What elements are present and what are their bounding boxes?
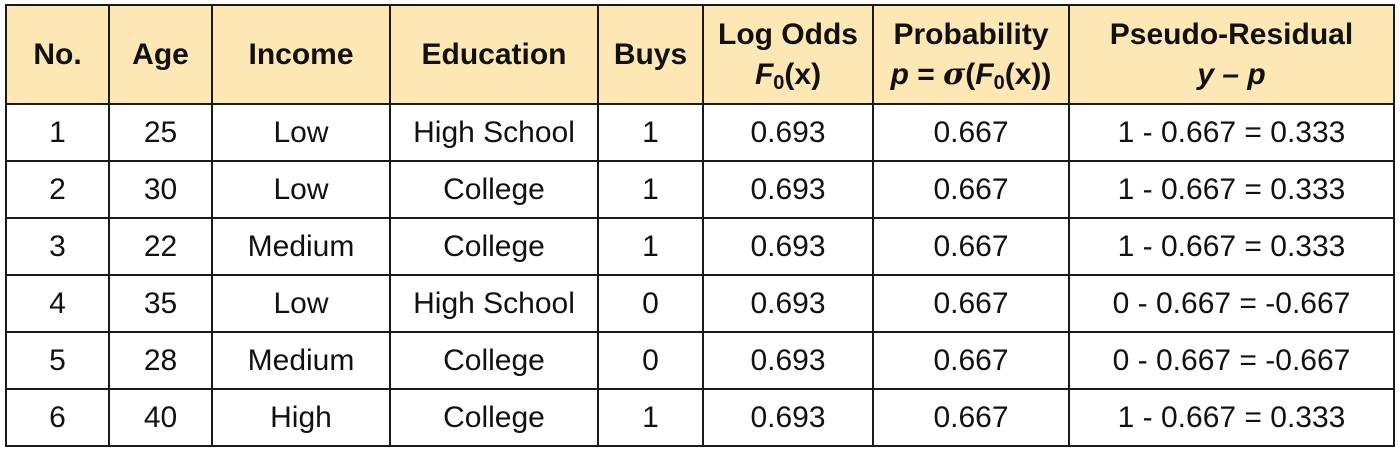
table-container: No. Age Income Education Buys Log Odds F… <box>5 4 1395 447</box>
cell-age: 25 <box>108 103 213 162</box>
formula-f: F <box>975 57 994 91</box>
cell-age: 30 <box>108 160 213 219</box>
table-header: No. Age Income Education Buys Log Odds F… <box>5 4 1395 105</box>
cell-no: 1 <box>5 103 110 162</box>
cell-probability: 0.667 <box>872 103 1070 162</box>
header-row: No. Age Income Education Buys Log Odds F… <box>5 4 1395 105</box>
table-row: 6 40 High College 1 0.693 0.667 1 - 0.66… <box>5 388 1395 447</box>
cell-probability: 0.667 <box>872 274 1070 333</box>
cell-education: High School <box>389 103 599 162</box>
cell-no: 2 <box>5 160 110 219</box>
cell-education: College <box>389 217 599 276</box>
header-pseudo-residual: Pseudo-Residual y – p <box>1068 4 1395 105</box>
header-log-odds-label: Log Odds <box>718 17 858 51</box>
table-row: 3 22 Medium College 1 0.693 0.667 1 - 0.… <box>5 217 1395 276</box>
cell-education: College <box>389 388 599 447</box>
header-pseudo-residual-label: Pseudo-Residual <box>1109 17 1354 51</box>
cell-age: 22 <box>108 217 213 276</box>
cell-probability: 0.667 <box>872 160 1070 219</box>
formula-f: F <box>754 57 774 91</box>
cell-log-odds: 0.693 <box>702 103 874 162</box>
cell-residual: 0 - 0.667 = -0.667 <box>1068 274 1395 333</box>
cell-no: 3 <box>5 217 110 276</box>
cell-residual: 0 - 0.667 = -0.667 <box>1068 331 1395 390</box>
header-pseudo-residual-formula: y – p <box>1197 57 1266 91</box>
formula-sub: 0 <box>773 71 785 94</box>
header-age: Age <box>108 4 213 105</box>
cell-buys: 1 <box>597 103 704 162</box>
cell-probability: 0.667 <box>872 217 1070 276</box>
cell-age: 40 <box>108 388 213 447</box>
cell-residual: 1 - 0.667 = 0.333 <box>1068 217 1395 276</box>
cell-residual: 1 - 0.667 = 0.333 <box>1068 103 1395 162</box>
cell-income: Low <box>211 103 391 162</box>
formula-sigma: σ <box>943 56 966 92</box>
cell-age: 28 <box>108 331 213 390</box>
cell-income: Medium <box>211 331 391 390</box>
cell-income: Medium <box>211 217 391 276</box>
cell-education: College <box>389 160 599 219</box>
cell-log-odds: 0.693 <box>702 331 874 390</box>
formula-open: ( <box>965 57 976 91</box>
cell-income: Low <box>211 274 391 333</box>
cell-log-odds: 0.693 <box>702 274 874 333</box>
header-buys: Buys <box>597 4 704 105</box>
cell-income: High <box>211 388 391 447</box>
cell-probability: 0.667 <box>872 331 1070 390</box>
cell-log-odds: 0.693 <box>702 217 874 276</box>
cell-income: Low <box>211 160 391 219</box>
cell-no: 5 <box>5 331 110 390</box>
header-no: No. <box>5 4 110 105</box>
cell-buys: 1 <box>597 160 704 219</box>
cell-age: 35 <box>108 274 213 333</box>
formula-arg: (x)) <box>1004 57 1052 91</box>
cell-buys: 1 <box>597 217 704 276</box>
cell-log-odds: 0.693 <box>702 388 874 447</box>
header-education: Education <box>389 4 599 105</box>
cell-residual: 1 - 0.667 = 0.333 <box>1068 160 1395 219</box>
header-income: Income <box>211 4 391 105</box>
data-table: No. Age Income Education Buys Log Odds F… <box>5 4 1395 447</box>
cell-no: 6 <box>5 388 110 447</box>
formula-sub: 0 <box>993 71 1005 94</box>
cell-education: High School <box>389 274 599 333</box>
formula-arg: (x) <box>784 57 822 91</box>
table-row: 4 35 Low High School 0 0.693 0.667 0 - 0… <box>5 274 1395 333</box>
cell-no: 4 <box>5 274 110 333</box>
header-probability-formula: p = σ(F0(x)) <box>874 55 1068 95</box>
cell-buys: 0 <box>597 274 704 333</box>
formula-eq: = <box>908 57 944 91</box>
table-row: 2 30 Low College 1 0.693 0.667 1 - 0.667… <box>5 160 1395 219</box>
table-row: 5 28 Medium College 0 0.693 0.667 0 - 0.… <box>5 331 1395 390</box>
formula-p: p <box>890 57 909 91</box>
header-log-odds: Log Odds F0(x) <box>702 4 874 105</box>
cell-buys: 0 <box>597 331 704 390</box>
cell-log-odds: 0.693 <box>702 160 874 219</box>
table-body: 1 25 Low High School 1 0.693 0.667 1 - 0… <box>5 103 1395 447</box>
cell-residual: 1 - 0.667 = 0.333 <box>1068 388 1395 447</box>
cell-education: College <box>389 331 599 390</box>
table-row: 1 25 Low High School 1 0.693 0.667 1 - 0… <box>5 103 1395 162</box>
cell-probability: 0.667 <box>872 388 1070 447</box>
header-log-odds-formula: F0(x) <box>704 55 872 95</box>
header-probability-label: Probability <box>893 17 1049 51</box>
header-probability: Probability p = σ(F0(x)) <box>872 4 1070 105</box>
cell-buys: 1 <box>597 388 704 447</box>
